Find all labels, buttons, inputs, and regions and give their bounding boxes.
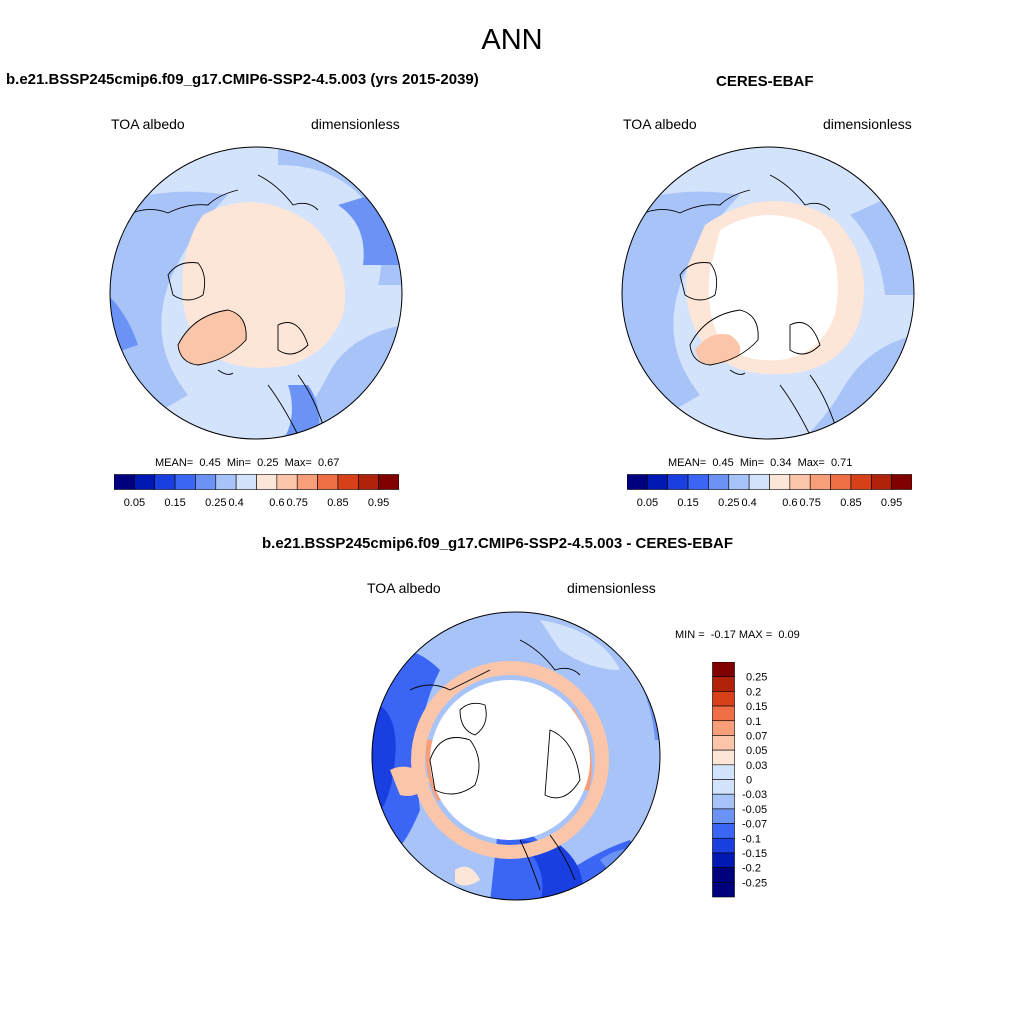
diff-colorbar: [712, 662, 735, 898]
diff-colorbar-tick-label: 0.25: [746, 672, 767, 684]
diff-colorbar-box: [712, 662, 735, 677]
diff-colorbar-box: [712, 823, 735, 839]
model-colorbar-box: [154, 474, 176, 490]
diff-colorbar-tick-label: 0: [746, 775, 752, 787]
obs-colorbar-box: [627, 474, 648, 490]
obs-colorbar-box: [647, 474, 669, 490]
diff-colorbar-box: [712, 867, 735, 883]
diff-colorbar-tick-label: -0.2: [742, 863, 761, 875]
diff-colorbar-box: [712, 720, 735, 736]
obs-variable-label: TOA albedo: [623, 116, 697, 132]
obs-units-label: dimensionless: [823, 116, 912, 132]
diff-colorbar-box: [712, 735, 735, 751]
model-colorbar-box: [134, 474, 156, 490]
diff-colorbar-tick-label: -0.05: [742, 804, 767, 816]
obs-stats: MEAN= 0.45 Min= 0.34 Max= 0.71: [668, 457, 853, 469]
model-colorbar-box: [195, 474, 217, 490]
model-colorbar-box: [357, 474, 379, 490]
diff-colorbar-box: [712, 764, 735, 780]
diff-colorbar-box: [712, 852, 735, 868]
model-colorbar-box: [378, 474, 399, 490]
model-colorbar-box: [114, 474, 135, 490]
diff-colorbar-tick-label: -0.1: [742, 833, 761, 845]
obs-colorbar-box: [830, 474, 852, 490]
obs-colorbar-tick-label: 0.95: [881, 497, 902, 509]
obs-colorbar-tick-label: 0.85: [840, 497, 861, 509]
obs-colorbar-tick-label: 0.6: [782, 497, 797, 509]
diff-colorbar-tick-label: 0.05: [746, 745, 767, 757]
diff-colorbar-tick-label: 0.15: [746, 701, 767, 713]
model-colorbar-tick-label: 0.75: [286, 497, 307, 509]
model-colorbar-box: [276, 474, 298, 490]
obs-colorbar-tick-label: 0.15: [677, 497, 698, 509]
obs-colorbar-box: [708, 474, 730, 490]
model-colorbar-box: [235, 474, 257, 490]
obs-colorbar-tick-label: 0.05: [637, 497, 658, 509]
diff-colorbar-tick-label: 0.07: [746, 730, 767, 742]
obs-colorbar-box: [870, 474, 892, 490]
diff-colorbar-box: [712, 691, 735, 707]
diff-colorbar-box: [712, 793, 735, 810]
obs-colorbar-tick-label: 0.4: [741, 497, 756, 509]
obs-colorbar-tick-label: 0.75: [799, 497, 820, 509]
model-colorbar-tick-label: 0.25: [205, 497, 226, 509]
model-panel-title: b.e21.BSSP245cmip6.f09_g17.CMIP6-SSP2-4.…: [6, 71, 479, 88]
diff-colorbar-tick-label: 0.1: [746, 716, 761, 728]
obs-colorbar-box: [769, 474, 791, 490]
diff-colorbar-tick-label: 0.2: [746, 686, 761, 698]
diff-colorbar-tick-label: 0.03: [746, 760, 767, 772]
diff-colorbar-tick-label: -0.15: [742, 848, 767, 860]
diff-polar-map: [371, 611, 661, 901]
model-colorbar-tick-label: 0.85: [327, 497, 348, 509]
model-colorbar-box: [215, 474, 237, 490]
obs-colorbar: [627, 474, 912, 490]
diff-colorbar-box: [712, 779, 735, 795]
diff-colorbar-ticks: 0.25 0.2 0.15 0.1 0.07 0.05 0.03 0 -0.03 -0.05 -0.…: [742, 672, 767, 890]
model-colorbar-box: [296, 474, 318, 490]
diff-colorbar-tick-label: -0.25: [742, 877, 767, 889]
model-colorbar: [114, 474, 399, 490]
model-colorbar-tick-label: 0.15: [164, 497, 185, 509]
model-colorbar-tick-label: 0.6: [269, 497, 284, 509]
model-colorbar-box: [317, 474, 339, 490]
figure-title: ANN: [481, 24, 543, 56]
model-polar-map: [109, 146, 403, 440]
obs-colorbar-box: [728, 474, 750, 490]
diff-colorbar-tick-label: -0.03: [742, 789, 767, 801]
model-colorbar-box: [256, 474, 278, 490]
diff-variable-label: TOA albedo: [367, 580, 441, 596]
diff-colorbar-box: [712, 808, 735, 824]
obs-colorbar-box: [667, 474, 689, 490]
model-variable-label: TOA albedo: [111, 116, 185, 132]
obs-colorbar-box: [789, 474, 811, 490]
diff-colorbar-box: [712, 882, 735, 898]
obs-colorbar-box: [891, 474, 912, 490]
model-colorbar-tick-label: 0.05: [124, 497, 145, 509]
diff-panel-title: b.e21.BSSP245cmip6.f09_g17.CMIP6-SSP2-4.…: [262, 535, 734, 552]
diff-colorbar-box: [712, 676, 735, 692]
model-colorbar-ticks: 0.05 0.15 0.25 0.4 0.6 0.75 0.85 0.95: [124, 497, 390, 509]
obs-polar-map: [621, 146, 915, 440]
model-colorbar-tick-label: 0.95: [368, 497, 389, 509]
diff-stats: MIN = -0.17 MAX = 0.09: [675, 629, 800, 641]
obs-colorbar-ticks: 0.05 0.15 0.25 0.4 0.6 0.75 0.85 0.95: [637, 497, 903, 509]
diff-colorbar-tick-label: -0.07: [742, 819, 767, 831]
obs-colorbar-box: [687, 474, 709, 490]
obs-colorbar-tick-label: 0.25: [718, 497, 739, 509]
obs-colorbar-box: [809, 474, 831, 490]
model-colorbar-box: [337, 474, 359, 490]
model-units-label: dimensionless: [311, 116, 400, 132]
diff-colorbar-box: [712, 837, 735, 854]
model-stats: MEAN= 0.45 Min= 0.25 Max= 0.67: [155, 457, 340, 469]
model-colorbar-box: [174, 474, 196, 490]
obs-colorbar-box: [850, 474, 872, 490]
diff-colorbar-box: [712, 705, 735, 722]
diff-colorbar-box: [712, 749, 735, 766]
obs-panel-title: CERES-EBAF: [716, 73, 814, 90]
model-colorbar-tick-label: 0.4: [228, 497, 243, 509]
diff-units-label: dimensionless: [567, 580, 656, 596]
obs-colorbar-box: [748, 474, 770, 490]
